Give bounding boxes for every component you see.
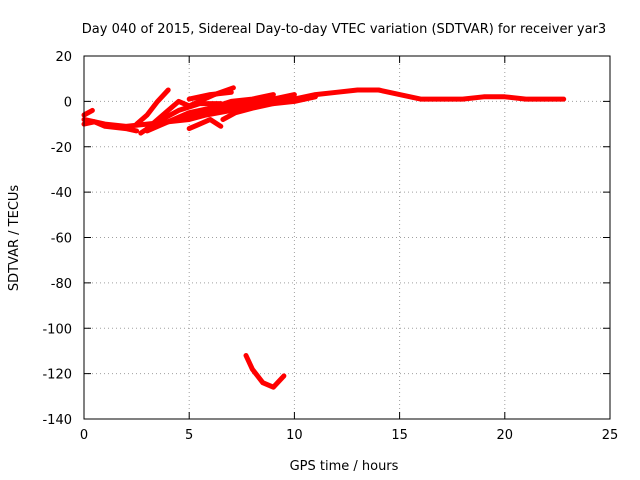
x-tick-label: 25: [602, 428, 619, 443]
series-arc-9: [186, 117, 224, 132]
series-arc-10: [182, 98, 276, 118]
y-axis-label: SDTVAR / TECUs: [7, 185, 22, 292]
x-tick-label: 5: [185, 428, 193, 443]
tick-labels: 0 5 10 15 20 25 -140 -120 -100 -80 -60 -40 -20 0 20: [42, 50, 618, 443]
x-axis-label: GPS time / hours: [290, 459, 399, 474]
y-tick-label: 0: [64, 95, 72, 110]
y-tick-label: -80: [51, 277, 72, 292]
series-arc-2: [81, 119, 140, 134]
series-layer: [81, 85, 567, 390]
ticks: [83, 55, 611, 420]
y-tick-label: -20: [51, 141, 72, 156]
grid: [84, 56, 610, 419]
y-tick-label: -120: [42, 368, 72, 383]
chart-title: Day 040 of 2015, Sidereal Day-to-day VTE…: [82, 22, 606, 37]
series-arc-13: [243, 353, 287, 390]
series-arc-3: [81, 107, 95, 118]
y-tick-label: 20: [55, 50, 72, 65]
y-tick-label: -140: [42, 413, 72, 428]
series-arc-12: [186, 89, 234, 102]
x-tick-label: 10: [286, 428, 303, 443]
plot-frame: [83, 55, 611, 420]
y-tick-label: -100: [42, 322, 72, 337]
series-arc-4: [134, 87, 171, 127]
x-tick-label: 20: [497, 428, 514, 443]
y-tick-label: -40: [51, 186, 72, 201]
x-tick-label: 0: [80, 428, 88, 443]
x-tick-label: 15: [391, 428, 408, 443]
series-arc-11: [220, 94, 318, 122]
y-tick-label: -60: [51, 232, 72, 247]
